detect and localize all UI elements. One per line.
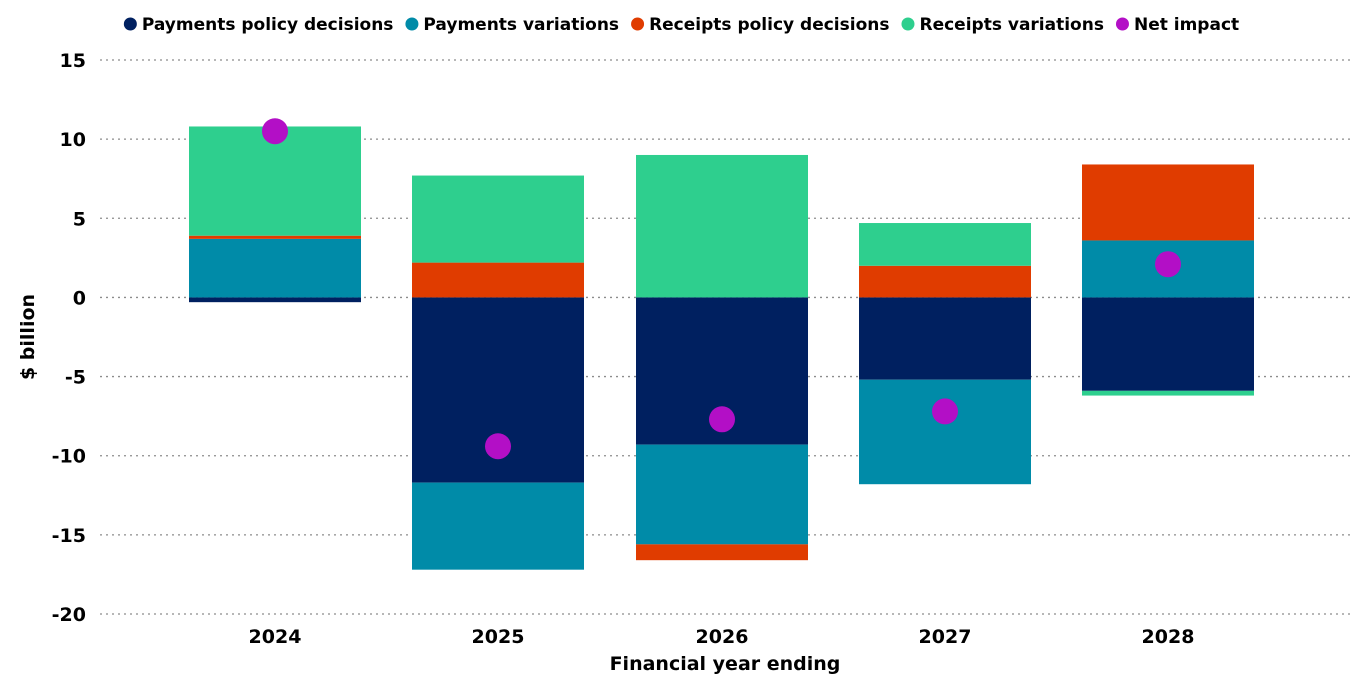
x-tick-label: 2027 bbox=[919, 626, 972, 648]
legend-item: Receipts variations bbox=[901, 15, 1104, 35]
legend-label: Payments policy decisions bbox=[142, 15, 394, 35]
bar-segment bbox=[412, 175, 584, 263]
legend-item: Payments policy decisions bbox=[123, 15, 394, 35]
bar-segment bbox=[189, 297, 361, 303]
x-tick-label: 2024 bbox=[249, 626, 302, 648]
legend-label: Payments variations bbox=[423, 15, 619, 35]
bar-segment bbox=[859, 223, 1031, 266]
x-axis-title: Financial year ending bbox=[610, 653, 841, 675]
y-tick-label: -20 bbox=[52, 604, 86, 626]
legend-item: Receipts policy decisions bbox=[631, 15, 889, 35]
y-tick-label: -5 bbox=[65, 367, 86, 389]
bar-segments bbox=[189, 126, 1254, 570]
legend-label: Receipts policy decisions bbox=[649, 15, 889, 35]
net-impact-point bbox=[709, 406, 735, 433]
legend-label: Receipts variations bbox=[919, 15, 1103, 35]
bar-segment bbox=[636, 444, 808, 545]
bar-segment bbox=[859, 297, 1031, 380]
bar-segment bbox=[189, 126, 361, 236]
bar-segment bbox=[1082, 164, 1254, 241]
legend-item: Net impact bbox=[1115, 15, 1239, 35]
legend-label: Net impact bbox=[1134, 15, 1239, 35]
bar-segment bbox=[859, 265, 1031, 298]
bar-segment bbox=[636, 544, 808, 561]
legend-marker bbox=[405, 17, 419, 31]
bar-segment bbox=[412, 262, 584, 298]
y-tick-label: -10 bbox=[52, 446, 86, 468]
bar-segment bbox=[636, 154, 808, 298]
net-impact-point bbox=[1155, 251, 1181, 278]
y-tick-label: -15 bbox=[52, 525, 86, 547]
net-impact-points bbox=[262, 118, 1181, 460]
bar-segment bbox=[189, 238, 361, 298]
y-tick-label: 5 bbox=[73, 208, 86, 230]
bar-segment bbox=[859, 379, 1031, 485]
y-axis-title: $ billion bbox=[17, 294, 39, 380]
legend-marker bbox=[901, 17, 915, 31]
net-impact-point bbox=[932, 398, 958, 425]
chart-legend: Payments policy decisions Payments variat… bbox=[123, 15, 1239, 35]
legend-marker bbox=[631, 17, 645, 31]
y-tick-label: 10 bbox=[60, 129, 86, 151]
bar-segment bbox=[1082, 390, 1254, 396]
y-axis-ticks: 15 10 5 0 -5 -10 -15 -20 bbox=[52, 50, 86, 626]
y-tick-label: 15 bbox=[60, 50, 86, 72]
x-tick-label: 2028 bbox=[1142, 626, 1195, 648]
y-tick-label: 0 bbox=[73, 287, 86, 309]
bar-segment bbox=[412, 482, 584, 570]
legend-marker bbox=[123, 17, 137, 31]
net-impact-point bbox=[485, 433, 511, 460]
x-tick-label: 2026 bbox=[696, 626, 749, 648]
bar-segment bbox=[1082, 297, 1254, 391]
legend-item: Payments variations bbox=[405, 15, 619, 35]
x-axis-ticks: 2024 2025 2026 2027 2028 bbox=[249, 626, 1195, 648]
bar-segment bbox=[189, 235, 361, 239]
legend-marker bbox=[1115, 17, 1129, 31]
net-impact-point bbox=[262, 118, 288, 145]
x-tick-label: 2025 bbox=[472, 626, 525, 648]
